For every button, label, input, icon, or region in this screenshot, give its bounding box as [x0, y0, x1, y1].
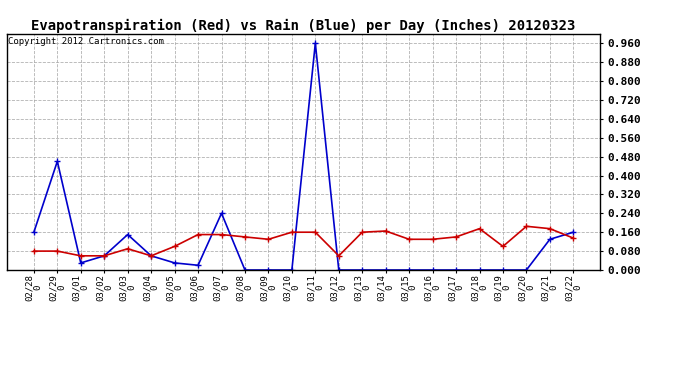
- Text: Copyright 2012 Cartronics.com: Copyright 2012 Cartronics.com: [8, 37, 164, 46]
- Title: Evapotranspiration (Red) vs Rain (Blue) per Day (Inches) 20120323: Evapotranspiration (Red) vs Rain (Blue) …: [32, 18, 575, 33]
